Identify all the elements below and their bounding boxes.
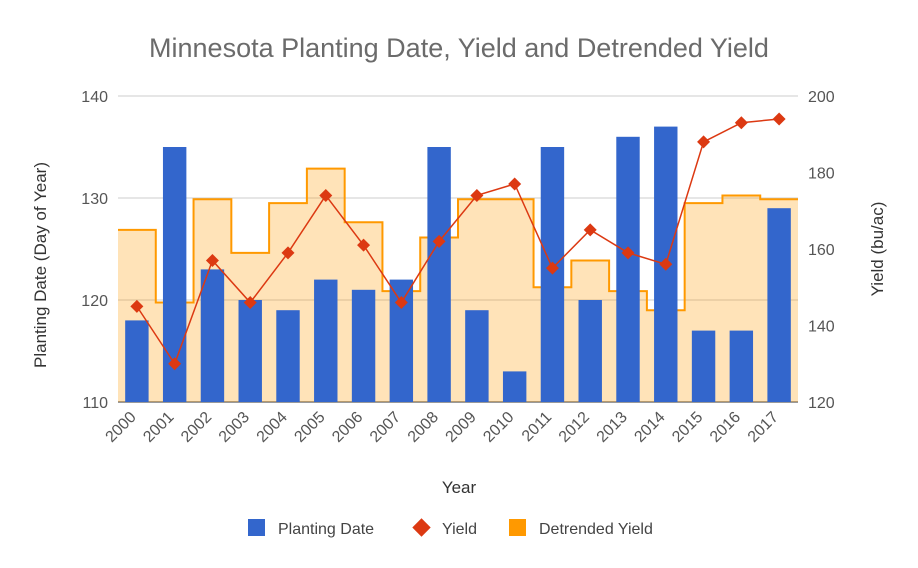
planting-date-bar xyxy=(578,300,602,402)
right-tick-label: 180 xyxy=(808,166,835,183)
yield-point xyxy=(432,234,446,248)
yield-line xyxy=(130,112,786,371)
legend-swatch-planting-date xyxy=(248,519,265,536)
x-tick-label: 2004 xyxy=(254,409,291,446)
x-tick-label: 2016 xyxy=(707,409,744,446)
yield-point xyxy=(205,253,219,267)
yield-point xyxy=(168,357,182,371)
yield-point xyxy=(319,188,333,202)
x-tick-label: 2000 xyxy=(103,409,140,446)
yield-point xyxy=(621,246,635,260)
right-axis-title: Yield (bu/ac) xyxy=(868,202,887,297)
yield-point xyxy=(508,177,522,191)
planting-date-bar xyxy=(427,147,451,402)
right-tick-label: 140 xyxy=(808,319,835,336)
yield-point xyxy=(697,135,711,149)
left-axis-title: Planting Date (Day of Year) xyxy=(31,162,50,368)
x-tick-label: 2011 xyxy=(519,409,555,445)
planting-date-bar xyxy=(767,208,791,402)
x-tick-label: 2017 xyxy=(745,409,782,446)
x-tick-label: 2010 xyxy=(480,409,517,446)
planting-date-bars xyxy=(125,126,791,403)
planting-date-bar xyxy=(276,310,300,402)
yield-series-line xyxy=(136,118,780,366)
detrended-yield-step-line xyxy=(118,167,798,312)
planting-date-bar xyxy=(351,289,376,402)
x-tick-label: 2009 xyxy=(443,409,480,446)
left-tick-label: 110 xyxy=(82,395,108,412)
left-tick-label: 140 xyxy=(81,89,108,106)
legend: Planting Date Yield Detrended Yield xyxy=(248,518,653,538)
right-tick-label: 200 xyxy=(808,89,835,106)
left-tick-label: 120 xyxy=(81,293,108,310)
yield-point xyxy=(734,116,748,130)
legend-swatch-yield xyxy=(412,518,431,537)
x-tick-label: 2003 xyxy=(216,409,253,446)
legend-label-planting-date: Planting Date xyxy=(278,521,374,538)
right-tick-label: 120 xyxy=(808,395,835,412)
legend-swatch-detrended-yield xyxy=(509,519,526,536)
yield-point xyxy=(772,112,786,126)
x-tick-label: 2001 xyxy=(140,409,177,446)
planting-date-bar xyxy=(616,136,640,403)
x-tick-label: 2008 xyxy=(405,409,442,446)
yield-point xyxy=(659,257,673,271)
planting-date-bar xyxy=(314,279,338,402)
planting-date-bar xyxy=(162,147,187,402)
planting-date-bar xyxy=(389,279,414,402)
yield-point xyxy=(130,299,144,313)
legend-label-detrended-yield: Detrended Yield xyxy=(539,521,653,538)
x-tick-label: 2012 xyxy=(556,409,593,446)
yield-point xyxy=(583,223,597,237)
x-tick-label: 2015 xyxy=(669,409,706,446)
planting-date-bar xyxy=(691,330,716,402)
yield-point xyxy=(357,238,371,252)
yield-point xyxy=(545,261,559,275)
planting-date-bar xyxy=(729,330,754,402)
yield-point xyxy=(243,296,257,310)
x-tick-label: 2013 xyxy=(594,409,631,446)
right-tick-label: 160 xyxy=(808,242,835,259)
planting-date-bar xyxy=(125,320,149,402)
x-axis-title: Year xyxy=(442,478,477,497)
x-tick-label: 2005 xyxy=(291,409,328,446)
x-tick-label: 2007 xyxy=(367,409,404,446)
yield-point xyxy=(394,296,408,310)
left-tick-label: 130 xyxy=(81,191,108,208)
x-tick-label: 2006 xyxy=(329,409,366,446)
yield-point xyxy=(281,246,295,260)
yield-point xyxy=(470,188,484,202)
x-tick-label: 2014 xyxy=(631,409,668,446)
planting-date-bar xyxy=(200,269,225,402)
planting-date-bar xyxy=(502,371,527,402)
planting-date-bar xyxy=(238,300,262,402)
chart-title: Minnesota Planting Date, Yield and Detre… xyxy=(149,33,769,63)
legend-label-yield: Yield xyxy=(442,521,477,538)
x-tick-label: 2002 xyxy=(178,409,215,446)
planting-date-bar xyxy=(465,310,489,402)
